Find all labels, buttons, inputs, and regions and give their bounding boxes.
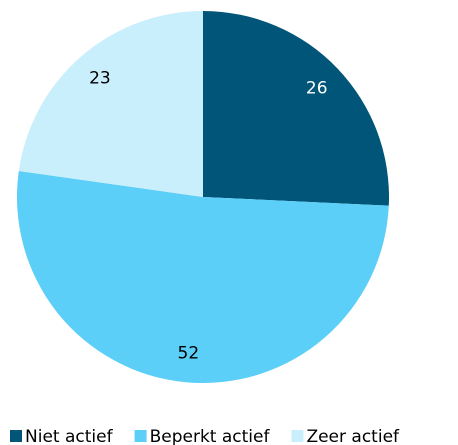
pie-slice xyxy=(203,11,390,206)
pie-slice xyxy=(18,10,204,198)
data-label: 26 xyxy=(306,78,328,98)
pie-slice xyxy=(16,171,389,384)
data-label: 23 xyxy=(89,68,111,88)
legend-swatch xyxy=(10,430,22,442)
legend-swatch xyxy=(291,430,304,442)
data-label: 52 xyxy=(178,343,200,363)
legend-label: Beperkt actief xyxy=(150,427,271,445)
legend-swatch xyxy=(134,430,147,442)
legend-label: Niet actief xyxy=(25,427,114,445)
legend-label: Zeer actief xyxy=(306,427,400,445)
